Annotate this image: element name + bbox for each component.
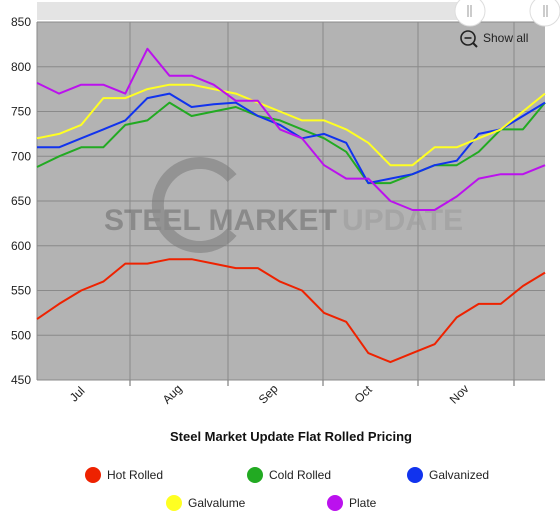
y-tick-label: 550 <box>11 284 31 298</box>
navigator-bar[interactable] <box>37 2 545 20</box>
watermark: STEEL MARKET UPDATE <box>104 157 463 253</box>
x-tick-label: Aug <box>160 382 185 407</box>
zoom-out-icon <box>460 30 476 46</box>
chart-title: Steel Market Update Flat Rolled Pricing <box>170 429 412 444</box>
watermark-bold-text: STEEL MARKET <box>104 204 337 237</box>
legend-label: Plate <box>349 496 377 510</box>
y-tick-label: 500 <box>11 328 31 342</box>
legend-item-hot-rolled[interactable]: Hot Rolled <box>85 467 163 483</box>
legend-label: Galvalume <box>188 496 246 510</box>
show-all-label: Show all <box>483 31 528 45</box>
legend-swatch <box>407 467 423 483</box>
y-tick-label: 600 <box>11 239 31 253</box>
y-tick-label: 450 <box>11 373 31 387</box>
series-line-galvalume[interactable] <box>36 83 546 167</box>
legend-label: Cold Rolled <box>269 468 331 482</box>
x-tick-label: Sep <box>256 381 281 406</box>
navigator-left-handle[interactable] <box>454 0 486 27</box>
y-tick-label: 750 <box>11 105 31 119</box>
legend-item-galvalume[interactable]: Galvalume <box>166 495 246 511</box>
x-tick-label: Nov <box>447 382 472 407</box>
y-tick-label: 850 <box>11 15 31 29</box>
y-tick-label: 800 <box>11 60 31 74</box>
series-line-plate[interactable] <box>36 47 546 211</box>
legend-swatch <box>85 467 101 483</box>
navigator-right-handle[interactable] <box>529 0 560 27</box>
watermark-light-text: UPDATE <box>342 204 463 237</box>
series-line-cold-rolled[interactable] <box>36 101 546 185</box>
legend-item-cold-rolled[interactable]: Cold Rolled <box>247 467 331 483</box>
legend-swatch <box>166 495 182 511</box>
series-lines <box>36 47 546 364</box>
x-axis-labels: Jul Aug Sep Oct Nov <box>67 381 472 406</box>
y-tick-label: 700 <box>11 149 31 163</box>
show-all-button[interactable]: Show all <box>460 30 528 48</box>
legend-item-plate[interactable]: Plate <box>327 495 377 511</box>
legend: Hot Rolled Cold Rolled Galvanized Galvalume… <box>85 467 489 511</box>
legend-swatch <box>247 467 263 483</box>
series-line-hot-rolled[interactable] <box>36 258 546 364</box>
y-axis-labels: 450 500 550 600 650 700 750 800 850 <box>11 15 31 387</box>
legend-label: Galvanized <box>429 468 489 482</box>
series-line-galvanized[interactable] <box>37 92 546 185</box>
legend-item-galvanized[interactable]: Galvanized <box>407 467 489 483</box>
x-tick-label: Oct <box>352 382 376 406</box>
legend-label: Hot Rolled <box>107 468 163 482</box>
legend-swatch <box>327 495 343 511</box>
grid-lines <box>36 21 545 386</box>
x-tick-label: Jul <box>67 384 88 405</box>
y-tick-label: 650 <box>11 194 31 208</box>
navigator-scroll-track[interactable] <box>470 2 545 20</box>
